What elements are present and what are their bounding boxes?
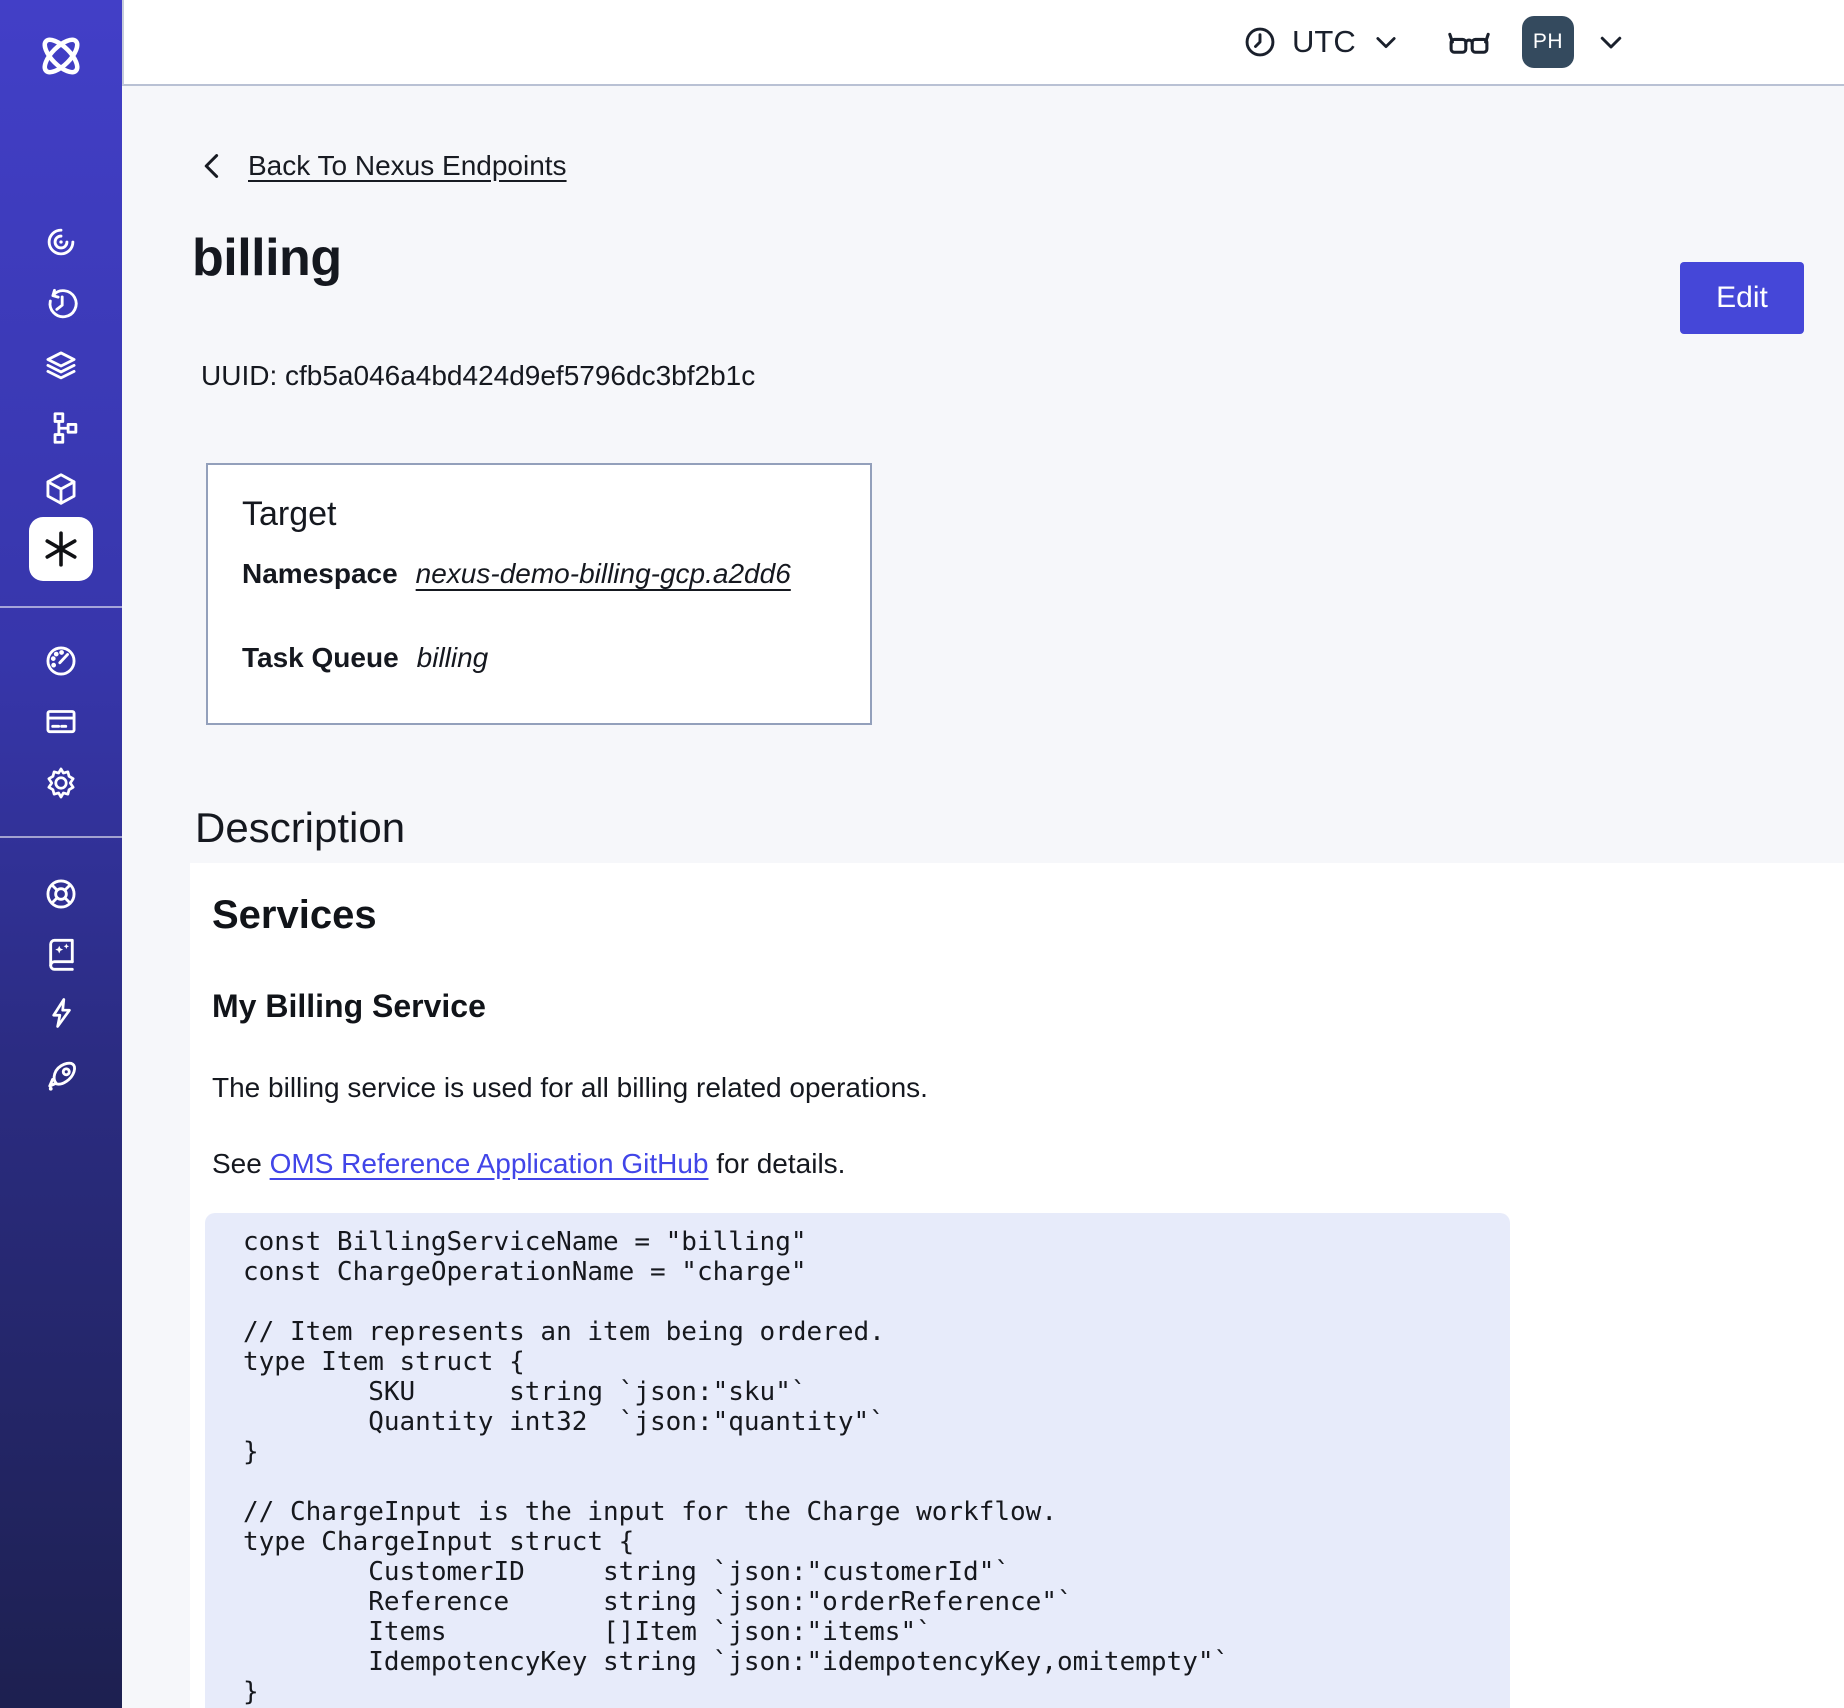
nexus-icon (45, 531, 77, 567)
sidebar-item-batch-operations[interactable] (29, 396, 93, 460)
service-reference-text: See OMS Reference Application GitHub for… (212, 1147, 1844, 1181)
sidebar-item-usage[interactable] (29, 629, 93, 693)
sidebar-divider-2 (0, 836, 122, 838)
target-card: Target Namespace nexus-demo-billing-gcp.… (206, 463, 872, 725)
temporal-logo[interactable] (29, 24, 93, 88)
main-content: Back To Nexus Endpoints billing Edit UUI… (122, 88, 1844, 1708)
see-prefix: See (212, 1148, 270, 1179)
description-card: Services My Billing Service The billing … (190, 863, 1844, 1708)
sidebar-item-billing[interactable] (29, 689, 93, 753)
task-queue-row: Task Queue billing (242, 642, 836, 674)
namespaces-icon (46, 351, 76, 380)
oms-reference-link[interactable]: OMS Reference Application GitHub (269, 1148, 709, 1179)
docs-icon (49, 938, 74, 971)
topbar: UTC PH (122, 0, 1844, 86)
sidebar-item-support[interactable] (29, 862, 93, 926)
target-heading: Target (242, 495, 337, 533)
task-queue-label: Task Queue (242, 642, 399, 673)
avatar: PH (1522, 16, 1574, 68)
sidebar-item-quick-actions[interactable] (29, 981, 93, 1045)
uuid-text: UUID: cfb5a046a4bd424d9ef5796dc3bf2b1c (201, 360, 756, 391)
page-title: billing (192, 229, 342, 287)
service-description-text: The billing service is used for all bill… (212, 1072, 928, 1103)
workflows-icon (47, 228, 75, 256)
back-to-nexus-endpoints-link[interactable]: Back To Nexus Endpoints (200, 150, 567, 182)
settings-icon (47, 767, 75, 799)
chevron-left-icon (204, 154, 219, 178)
sidebar-item-deployments[interactable] (29, 457, 93, 521)
timezone-picker[interactable]: UTC (1242, 24, 1400, 60)
usage-icon (46, 646, 76, 676)
service-name-heading: My Billing Service (212, 988, 486, 1024)
deployments-icon (46, 473, 76, 505)
rocket-icon (48, 1061, 76, 1091)
timezone-label: UTC (1292, 24, 1356, 59)
services-heading: Services (212, 893, 377, 937)
see-suffix: for details. (708, 1148, 846, 1179)
description-heading: Description (195, 804, 406, 851)
billing-icon (46, 710, 76, 734)
code-block: const BillingServiceName = "billing" con… (205, 1213, 1510, 1708)
batch-operations-icon (53, 412, 78, 444)
namespace-link[interactable]: nexus-demo-billing-gcp.a2dd6 (415, 558, 791, 589)
chevron-down-icon (1600, 36, 1622, 49)
sidebar-item-nexus[interactable] (29, 517, 93, 581)
sidebar-item-workflows[interactable] (29, 210, 93, 274)
sidebar-item-namespaces[interactable] (29, 334, 93, 398)
support-icon (46, 879, 76, 909)
glasses-icon (1448, 32, 1490, 54)
lightning-icon (52, 998, 71, 1028)
schedules-icon (48, 288, 78, 319)
task-queue-value: billing (416, 642, 489, 673)
sidebar (0, 0, 122, 1708)
sidebar-divider-1 (0, 606, 122, 608)
back-link-label: Back To Nexus Endpoints (248, 150, 567, 181)
edit-button[interactable]: Edit (1680, 262, 1804, 334)
clock-icon (1245, 27, 1275, 57)
code-content: const BillingServiceName = "billing" con… (243, 1227, 1230, 1707)
labs-mode-toggle[interactable] (1446, 22, 1492, 62)
namespace-row: Namespace nexus-demo-billing-gcp.a2dd6 (242, 558, 836, 590)
account-menu[interactable]: PH (1522, 16, 1626, 68)
sidebar-item-schedules[interactable] (29, 272, 93, 336)
temporal-logo-icon (42, 37, 80, 75)
chevron-down-icon (1376, 37, 1396, 49)
sidebar-item-docs[interactable] (29, 922, 93, 986)
sidebar-item-settings[interactable] (29, 751, 93, 815)
sidebar-item-get-started[interactable] (29, 1045, 93, 1109)
namespace-label: Namespace (242, 558, 398, 589)
